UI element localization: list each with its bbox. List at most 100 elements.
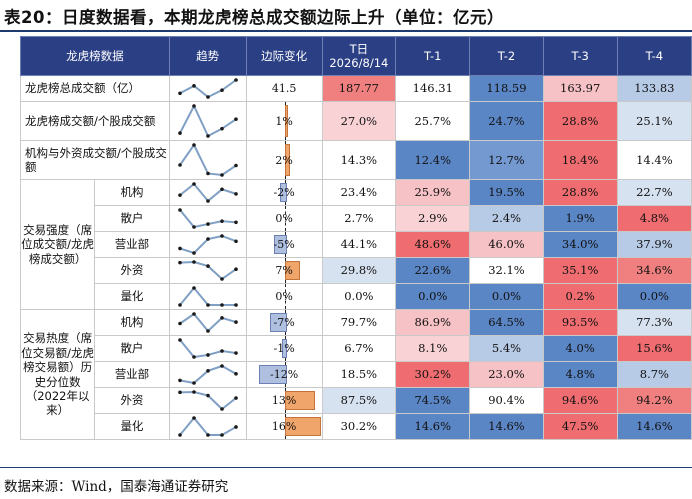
sparkline-svg [177, 364, 238, 385]
sparkline-line [179, 364, 237, 385]
change-bar [284, 417, 322, 436]
sparkline-point [219, 187, 224, 192]
sparkline-point [191, 84, 196, 88]
row-sublabel: 外资 [94, 387, 170, 414]
sparkline-line [179, 79, 237, 99]
change-bar [284, 144, 290, 176]
value-cell-t3: 0.2% [542, 283, 618, 310]
sparkline-point [233, 351, 238, 355]
change-value: -12% [270, 368, 299, 382]
row-sublabel: 机构 [94, 309, 170, 336]
sparkline-point [191, 381, 196, 385]
change-cell: -5% [245, 231, 323, 258]
row-sublabel: 量化 [94, 283, 170, 310]
trend-sparkline [168, 179, 247, 206]
sparkline-point [191, 416, 196, 420]
value-cell-t1: 2.9% [395, 205, 471, 232]
value-cell-t2: 90.4% [469, 387, 544, 414]
trend-sparkline [168, 75, 247, 102]
value-cell-t1: 30.2% [395, 361, 471, 388]
sparkline-point [233, 220, 238, 225]
value-cell-t1: 25.9% [395, 179, 471, 206]
trend-sparkline [168, 205, 247, 232]
trend-sparkline [168, 140, 247, 180]
row-sublabel: 量化 [94, 413, 170, 440]
value-cell-t1: 146.31 [395, 75, 471, 102]
sparkline-point [205, 329, 210, 333]
value-cell-t4: 22.7% [616, 179, 692, 206]
value-cell-t2: 12.7% [469, 140, 544, 180]
table-row: 龙虎榜总成交额（亿） 41.5 187.77 146.31 118.59 163.97 13… [20, 75, 692, 102]
change-cell: 1% [245, 101, 323, 141]
change-cell: 41.5 [245, 75, 323, 102]
sparkline-point [205, 353, 210, 357]
change-value: 2% [275, 153, 293, 167]
value-cell-t4: 15.6% [616, 335, 692, 362]
value-cell-t4: 77.3% [616, 309, 692, 336]
sparkline-point [233, 163, 238, 168]
sparkline-line [178, 416, 237, 436]
sparkline-point [219, 126, 224, 131]
value-cell-t3: 4.8% [542, 361, 618, 388]
change-cell: 13% [245, 387, 323, 414]
value-cell-t3: 4.0% [542, 335, 618, 362]
value-cell-t0: 14.3% [321, 140, 397, 180]
sparkline-point [191, 143, 196, 147]
sparkline-point [219, 277, 224, 281]
value-cell-t2: 14.6% [469, 413, 544, 440]
sparkline-point [219, 407, 224, 411]
value-cell-t4: 4.8% [616, 205, 692, 232]
source-note: 数据来源：Wind，国泰海通证券研究 [4, 479, 229, 495]
change-cell: 7% [245, 257, 323, 284]
value-cell-t0: 18.5% [321, 361, 397, 388]
change-value: 0% [275, 212, 293, 226]
table-row: 量化 0% 0.0% 0.0% 0.0% 0.2% 0.0% [21, 283, 692, 310]
change-bar [269, 313, 287, 332]
sparkline-line [178, 103, 237, 138]
value-cell-t0: 23.4% [321, 179, 397, 206]
change-value: 1% [275, 114, 293, 128]
change-zero-line [284, 206, 286, 231]
value-cell-t4: 14.4% [616, 140, 692, 180]
value-cell-t2: 118.59 [469, 75, 544, 102]
sparkline-svg [177, 416, 238, 437]
value-cell-t1: 74.5% [395, 387, 471, 414]
trend-sparkline [168, 257, 247, 284]
sparkline-point [177, 303, 182, 307]
value-cell-t2: 23.0% [469, 361, 544, 388]
header-name: 龙虎榜数据 [20, 36, 170, 76]
sparkline-line [178, 286, 236, 306]
table-row: 营业部 -5% 44.1% 48.6% 46.0% 34.0% 37.9% [21, 231, 692, 258]
trend-sparkline [168, 387, 247, 414]
value-cell-t1: 14.6% [395, 413, 471, 440]
sparkline-point [177, 390, 182, 395]
sparkline-point [177, 246, 182, 251]
change-bar [284, 391, 316, 410]
value-cell-t1: 0.0% [395, 283, 471, 310]
value-cell-t0: 187.77 [321, 75, 397, 102]
sparkline-point [219, 433, 224, 437]
group-heat: 交易热度（席位交易额/龙虎榜交易额）历史分位数（2022年以来） [19, 309, 96, 440]
value-cell-t1: 22.6% [395, 257, 471, 284]
change-bar [259, 365, 287, 384]
sparkline-point [177, 378, 182, 383]
table-row: 量化 16% 30.2% 14.6% 14.6% 47.5% 14.6% [21, 413, 692, 440]
sparkline-point [233, 117, 238, 121]
change-bar [274, 235, 287, 254]
change-zero-line [284, 284, 286, 309]
sparkline-svg [177, 338, 238, 359]
sparkline-point [205, 171, 210, 176]
change-bar [281, 339, 287, 358]
value-cell-t3: 35.1% [542, 257, 618, 284]
value-cell-t4: 8.7% [616, 361, 692, 388]
value-cell-t4: 34.6% [616, 257, 692, 284]
value-cell-t4: 133.83 [616, 75, 692, 102]
sparkline-point [205, 134, 210, 138]
row-label: 龙虎榜成交额/个股成交额 [20, 101, 170, 141]
value-cell-t1: 12.4% [395, 140, 471, 180]
group-strength: 交易强度（席位成交额/龙虎榜成交额） [19, 179, 96, 310]
sparkline-point [191, 251, 196, 255]
sparkline-point [219, 303, 224, 307]
value-cell-t4: 0.0% [616, 283, 692, 310]
change-value: 7% [275, 264, 293, 278]
